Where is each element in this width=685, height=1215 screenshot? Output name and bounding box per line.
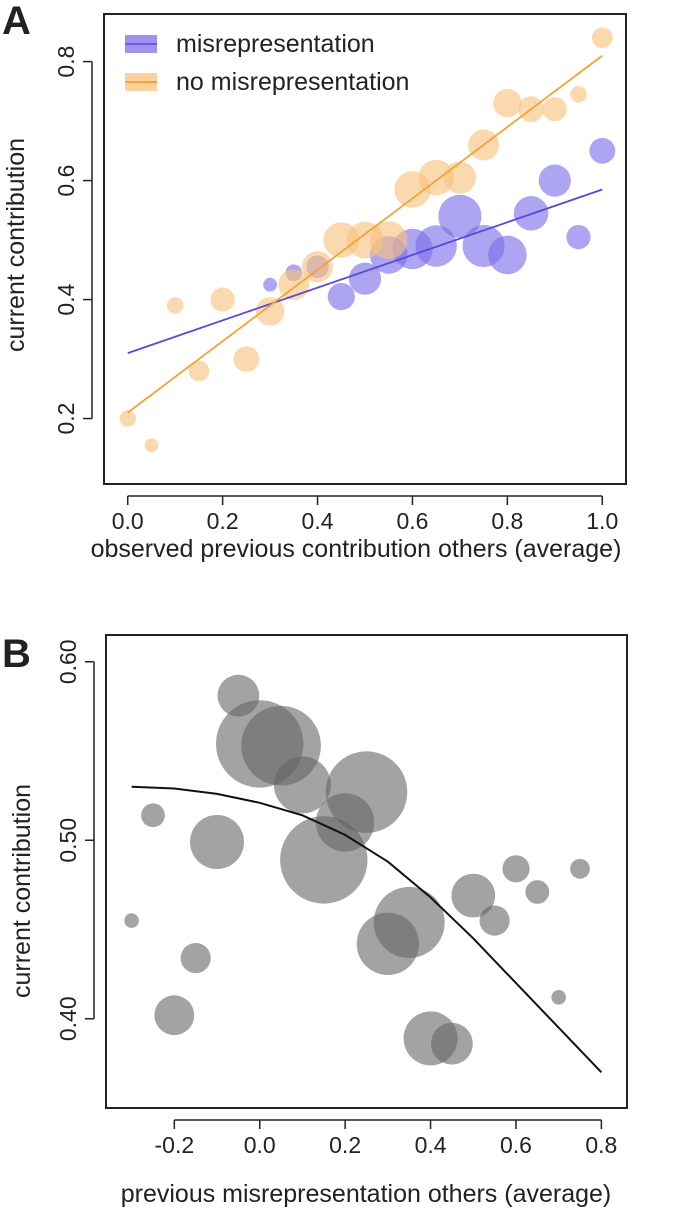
point-no-misrepresentation-14 xyxy=(443,161,476,194)
panel-a-x-tick-label-1: 0.2 xyxy=(207,508,239,534)
panel-a-legend: misrepresentation no misrepresentation xyxy=(125,30,409,96)
point-misrepresentation-12 xyxy=(538,164,571,197)
panel-a-y-tick-label-0: 0.2 xyxy=(53,403,79,435)
panel-b-plot: -0.2 0.0 0.2 0.4 0.6 0.8 0.40 0.50 0.60 xyxy=(55,634,628,1158)
point-misrepresentation-3 xyxy=(327,283,355,311)
point-no-misrepresentation-20 xyxy=(591,27,613,49)
panel-a-y-tick-label-2: 0.6 xyxy=(53,165,79,197)
point-observations-18 xyxy=(502,855,530,883)
panel-a-y-axis-title: current contribution xyxy=(2,138,30,352)
panel-a-label: A xyxy=(2,0,31,43)
point-observations-1 xyxy=(141,803,165,828)
panel-b-y-tick-label-0: 0.40 xyxy=(55,996,81,1041)
panel-b-y-axis-title: current contribution xyxy=(8,784,36,998)
point-no-misrepresentation-19 xyxy=(570,86,587,103)
fit-line-observations xyxy=(131,785,603,1073)
panel-b-plot-frame xyxy=(105,634,628,1109)
panel-a-y-tick-label-3: 0.8 xyxy=(53,46,79,78)
point-observations-11 xyxy=(325,751,408,833)
panel-a-x-tick-label-0: 0.0 xyxy=(112,508,144,534)
point-no-misrepresentation-4 xyxy=(210,287,235,312)
point-no-misrepresentation-16 xyxy=(493,88,522,118)
point-observations-16 xyxy=(451,873,496,918)
point-observations-8 xyxy=(273,756,331,814)
panel-b-y-tick-label-1: 0.50 xyxy=(55,818,81,863)
panel-b-label: B xyxy=(2,632,31,676)
point-no-misrepresentation-0 xyxy=(119,410,136,427)
panel-b-y-tick-label-2: 0.60 xyxy=(55,639,81,684)
point-misrepresentation-4 xyxy=(348,262,382,295)
point-observations-4 xyxy=(190,815,244,869)
panel-a-x-tick-label-2: 0.4 xyxy=(302,508,334,534)
point-no-misrepresentation-11 xyxy=(369,221,408,259)
point-no-misrepresentation-6 xyxy=(255,297,285,326)
panel-a-axes: 0.0 0.2 0.4 0.6 0.8 1.0 0.2 0.4 0.6 0.8 xyxy=(53,46,618,534)
panel-a-fit-lines xyxy=(127,54,603,414)
point-misrepresentation-14 xyxy=(589,137,616,164)
point-no-misrepresentation-18 xyxy=(542,97,567,122)
point-observations-21 xyxy=(570,858,590,879)
legend-label-misrepresentation: misrepresentation xyxy=(176,30,375,58)
fit-line-misrepresentation xyxy=(127,188,603,354)
point-observations-19 xyxy=(525,880,550,904)
point-observations-15 xyxy=(431,1022,473,1065)
point-observations-0 xyxy=(124,913,139,928)
point-no-misrepresentation-5 xyxy=(233,346,260,372)
point-misrepresentation-0 xyxy=(263,277,277,292)
panel-b-x-tick-label-0: -0.2 xyxy=(155,1132,195,1158)
panel-b-points xyxy=(124,674,590,1066)
panel-a-x-tick-label-3: 0.6 xyxy=(396,508,428,534)
panel-a-y-tick-label-1: 0.4 xyxy=(53,283,79,315)
panel-b-x-tick-label-2: 0.2 xyxy=(329,1132,361,1158)
point-observations-17 xyxy=(479,905,510,936)
point-observations-13 xyxy=(373,886,445,958)
fit-line-no-misrepresentation xyxy=(127,54,603,414)
point-misrepresentation-8 xyxy=(438,194,482,238)
panel-b-x-tick-label-3: 0.4 xyxy=(415,1132,447,1158)
point-observations-3 xyxy=(180,943,211,974)
panel-a-plot-frame xyxy=(103,13,627,485)
point-no-misrepresentation-2 xyxy=(166,297,184,314)
legend-label-no-misrepresentation: no misrepresentation xyxy=(176,68,409,96)
point-misrepresentation-10 xyxy=(488,235,527,275)
panel-b-axes: -0.2 0.0 0.2 0.4 0.6 0.8 0.40 0.50 0.60 xyxy=(55,639,617,1158)
panel-a-x-axis-title: observed previous contribution others (a… xyxy=(91,535,622,563)
panel-a-x-tick-label-5: 1.0 xyxy=(586,508,618,534)
point-misrepresentation-13 xyxy=(566,225,591,250)
panel-a-plot: 0.0 0.2 0.4 0.6 0.8 1.0 0.2 0.4 0.6 0.8 xyxy=(53,13,627,534)
panel-b-fit-curve xyxy=(131,785,603,1073)
point-observations-20 xyxy=(551,990,566,1005)
panel-b-x-tick-label-1: 0.0 xyxy=(244,1132,276,1158)
panel-b-x-axis-title: previous misrepresentation others (avera… xyxy=(121,1180,612,1208)
panel-a-x-tick-label-4: 0.8 xyxy=(491,508,523,534)
point-observations-2 xyxy=(154,995,195,1036)
panel-b-x-tick-label-4: 0.6 xyxy=(500,1132,532,1158)
point-no-misrepresentation-1 xyxy=(144,438,159,453)
panel-b-x-tick-label-5: 0.8 xyxy=(585,1132,617,1158)
point-no-misrepresentation-3 xyxy=(188,360,210,382)
